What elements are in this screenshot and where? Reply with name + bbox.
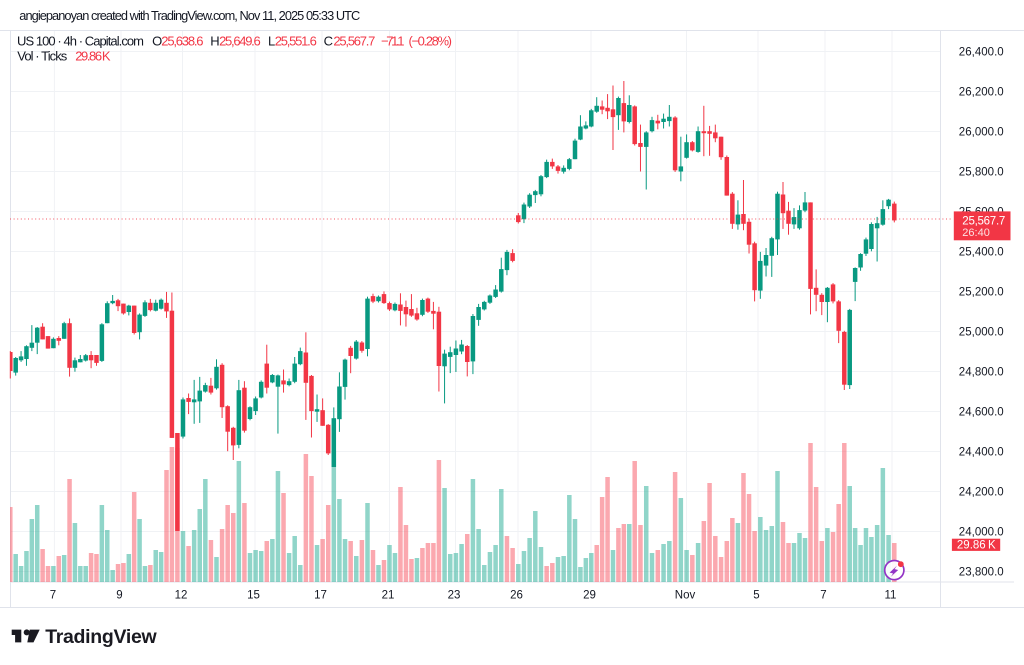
svg-text:26,400.0: 26,400.0 (959, 46, 1004, 58)
svg-text:25,000.0: 25,000.0 (959, 326, 1004, 338)
svg-text:25,800.0: 25,800.0 (959, 166, 1004, 178)
svg-text:25,649.6: 25,649.6 (219, 33, 261, 48)
svg-text:O: O (152, 33, 162, 48)
svg-text:25,200.0: 25,200.0 (959, 286, 1004, 298)
svg-text:29.86 K: 29.86 K (75, 48, 111, 63)
svg-text:angiepanoyan created with Trad: angiepanoyan created with TradingView.co… (19, 8, 360, 23)
svg-text:23: 23 (448, 590, 461, 602)
svg-text:25,638.6: 25,638.6 (161, 33, 203, 48)
svg-text:26:40: 26:40 (962, 227, 990, 239)
svg-text:25,567.7: 25,567.7 (962, 215, 1005, 227)
svg-text:26,200.0: 26,200.0 (959, 86, 1004, 98)
svg-text:5: 5 (753, 590, 759, 602)
svg-text:Vol · Ticks: Vol · Ticks (17, 48, 68, 63)
svg-text:C: C (324, 33, 333, 48)
svg-text:15: 15 (247, 590, 260, 602)
svg-text:Nov: Nov (675, 590, 696, 602)
svg-text:7: 7 (50, 590, 56, 602)
svg-text:24,800.0: 24,800.0 (959, 366, 1004, 378)
svg-text:23,800.0: 23,800.0 (959, 566, 1004, 578)
svg-text:L: L (268, 33, 275, 48)
svg-text:−71.1: −71.1 (381, 33, 405, 48)
svg-text:11: 11 (885, 590, 897, 602)
svg-text:17: 17 (314, 590, 327, 602)
svg-text:12: 12 (175, 590, 188, 602)
svg-text:7: 7 (820, 590, 826, 602)
svg-text:24,200.0: 24,200.0 (959, 486, 1004, 498)
svg-text:26: 26 (510, 590, 523, 602)
svg-text:25,567.7: 25,567.7 (333, 33, 375, 48)
svg-text:29.86 K: 29.86 K (957, 540, 996, 552)
svg-text:24,400.0: 24,400.0 (959, 446, 1004, 458)
svg-text:TradingView: TradingView (45, 626, 157, 648)
svg-text:9: 9 (116, 590, 122, 602)
svg-text:H: H (210, 33, 219, 48)
svg-text:21: 21 (382, 590, 395, 602)
svg-text:29: 29 (583, 590, 596, 602)
svg-text:26,000.0: 26,000.0 (959, 126, 1004, 138)
svg-text:24,600.0: 24,600.0 (959, 406, 1004, 418)
svg-text:24,000.0: 24,000.0 (959, 526, 1004, 538)
svg-text:25,400.0: 25,400.0 (959, 246, 1004, 258)
svg-text:25,551.6: 25,551.6 (275, 33, 317, 48)
svg-text:(−0.28%): (−0.28%) (409, 33, 453, 48)
svg-text:US 100 · 4h · Capital.com: US 100 · 4h · Capital.com (17, 33, 144, 48)
